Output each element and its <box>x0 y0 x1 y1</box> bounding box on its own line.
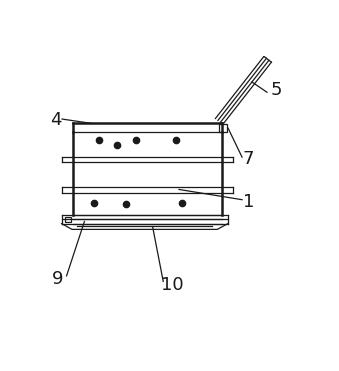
Text: 5: 5 <box>271 81 282 99</box>
Text: 9: 9 <box>52 269 64 288</box>
Bar <box>65 217 72 222</box>
Bar <box>219 124 227 132</box>
Text: 7: 7 <box>243 150 254 168</box>
Text: 10: 10 <box>161 276 183 293</box>
Text: 1: 1 <box>243 193 254 211</box>
Text: 4: 4 <box>50 111 62 129</box>
